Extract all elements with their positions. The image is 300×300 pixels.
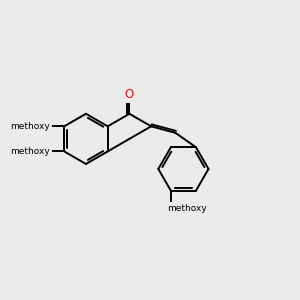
Text: O: O [42, 146, 51, 156]
Text: methoxy: methoxy [11, 122, 50, 131]
Text: methoxy: methoxy [11, 147, 50, 156]
Text: O: O [42, 121, 51, 131]
Text: O: O [167, 203, 175, 213]
Text: O: O [125, 88, 134, 101]
Text: methoxy: methoxy [167, 204, 207, 213]
